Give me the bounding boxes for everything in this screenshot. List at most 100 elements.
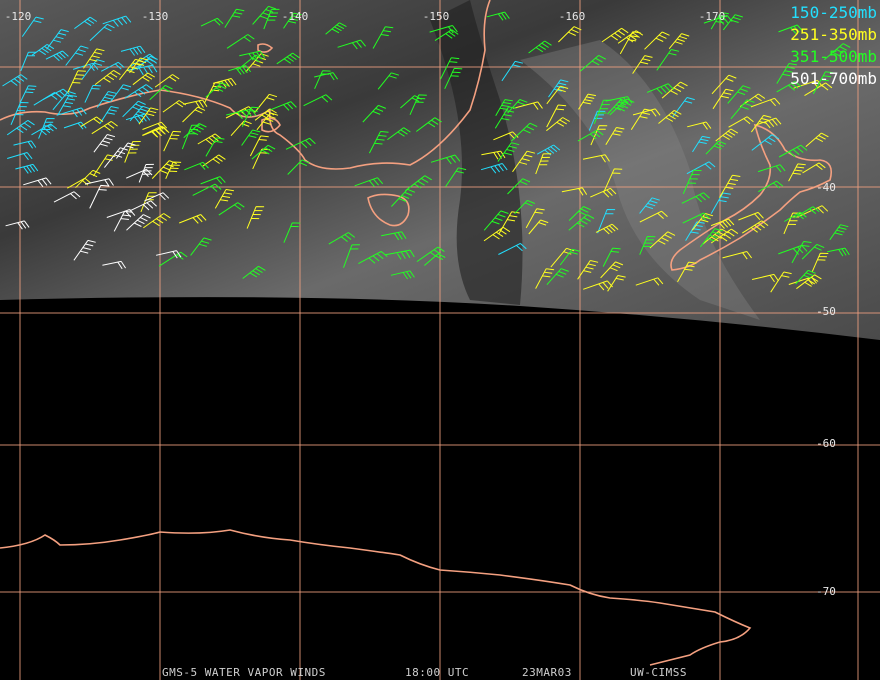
- wind-barb: [802, 162, 826, 174]
- wind-barb: [224, 8, 245, 28]
- latitude-label: -50: [816, 305, 836, 318]
- wind-barb: [550, 247, 575, 268]
- wind-barb: [93, 134, 116, 153]
- wind-barb: [445, 167, 467, 187]
- wind-barb: [686, 161, 716, 175]
- wind-barb: [5, 220, 30, 230]
- wind-barb: [784, 211, 807, 222]
- wind-barb: [682, 169, 702, 194]
- wind-barb: [251, 144, 276, 160]
- wind-barb: [200, 176, 226, 185]
- wind-barb: [254, 93, 278, 113]
- wind-barb: [528, 40, 552, 54]
- wind-barb: [149, 84, 173, 101]
- wind-barb: [758, 180, 784, 193]
- wind-barb: [812, 71, 834, 95]
- wind-barb: [548, 79, 569, 98]
- wind-barb: [263, 8, 280, 30]
- wind-barb: [661, 81, 688, 99]
- wind-barb: [132, 72, 155, 86]
- longitude-label: -130: [142, 10, 169, 23]
- wind-barb: [602, 247, 621, 267]
- wind-barb: [656, 49, 680, 71]
- legend-entry: 501-700mb: [790, 69, 877, 88]
- wind-barb: [337, 39, 366, 50]
- wind-barb: [183, 123, 207, 139]
- wind-barb: [254, 108, 277, 121]
- wind-barb: [681, 192, 710, 204]
- labels: -120 -130 -140 -150 -160 -170 -40 -50 -60 -70 150-…: [5, 3, 877, 679]
- wind-barb: [409, 94, 427, 116]
- legend-entry: 351-500mb: [790, 47, 877, 66]
- wind-barb: [163, 130, 181, 152]
- wind-barb: [444, 67, 463, 90]
- wind-barb: [805, 132, 829, 147]
- wind-barb: [184, 161, 209, 171]
- wind-barb: [314, 72, 339, 81]
- wind-barb: [202, 154, 226, 167]
- wind-barb: [138, 163, 154, 183]
- wind-barb: [588, 110, 606, 131]
- wind-barb: [434, 29, 459, 42]
- wind-barb: [84, 84, 101, 103]
- latitude-label: -70: [816, 585, 836, 598]
- wind-barb: [285, 137, 316, 150]
- legend-entry: 251-350mb: [790, 25, 877, 44]
- wind-barb: [711, 74, 737, 95]
- wind-barb: [125, 113, 151, 124]
- wind-barb: [507, 178, 531, 195]
- wind-barb: [568, 214, 595, 231]
- wind-barb: [728, 116, 754, 128]
- wind-barb: [129, 105, 151, 122]
- wind-barb: [158, 251, 188, 267]
- wind-barb: [89, 23, 115, 41]
- wind-barb: [192, 183, 222, 196]
- wind-barb: [182, 106, 206, 123]
- wind-barb: [138, 107, 159, 125]
- wind-barb: [239, 50, 266, 61]
- wind-barb: [559, 248, 581, 266]
- wind-barb: [190, 237, 212, 256]
- wind-barb: [165, 161, 182, 180]
- longitude-label: -150: [423, 10, 450, 23]
- wind-barb: [755, 117, 782, 129]
- wind-barb: [514, 199, 535, 215]
- wind-barb: [230, 120, 252, 137]
- wind-barb: [630, 108, 653, 130]
- wind-barb: [283, 12, 302, 29]
- wind-barb: [242, 265, 266, 279]
- footer-text: UW-CIMSS: [630, 666, 687, 679]
- wind-barb: [644, 31, 670, 50]
- wind-barb: [84, 178, 114, 187]
- wind-barb: [823, 43, 851, 61]
- wind-barb: [283, 222, 301, 243]
- wind-barb: [143, 213, 171, 229]
- wind-barb: [710, 12, 729, 30]
- wind-barb: [142, 126, 170, 138]
- wind-barb: [252, 5, 277, 25]
- wind-barb: [154, 74, 180, 88]
- wind-barb: [750, 97, 781, 108]
- wind-barb: [480, 163, 508, 174]
- longitude-label: -170: [699, 10, 726, 23]
- longitude-label: -120: [5, 10, 32, 23]
- wind-barb: [75, 169, 101, 189]
- wind-barb: [129, 57, 149, 74]
- wind-barb: [692, 135, 711, 153]
- wind-barb: [607, 275, 626, 292]
- wind-barb: [577, 129, 604, 142]
- wind-barb: [710, 228, 739, 244]
- wind-barb: [794, 206, 820, 219]
- wind-barb: [668, 33, 690, 50]
- wind-barb: [568, 206, 592, 221]
- legend-entry: 150-250mb: [790, 3, 877, 22]
- wind-barb: [197, 133, 222, 145]
- wind-barb: [249, 135, 269, 157]
- wind-barb: [580, 54, 607, 72]
- wind-barb: [57, 94, 77, 115]
- wind-barb: [372, 26, 394, 49]
- wind-barb: [513, 101, 543, 110]
- wind-barb: [546, 85, 569, 105]
- wind-barb: [328, 232, 356, 245]
